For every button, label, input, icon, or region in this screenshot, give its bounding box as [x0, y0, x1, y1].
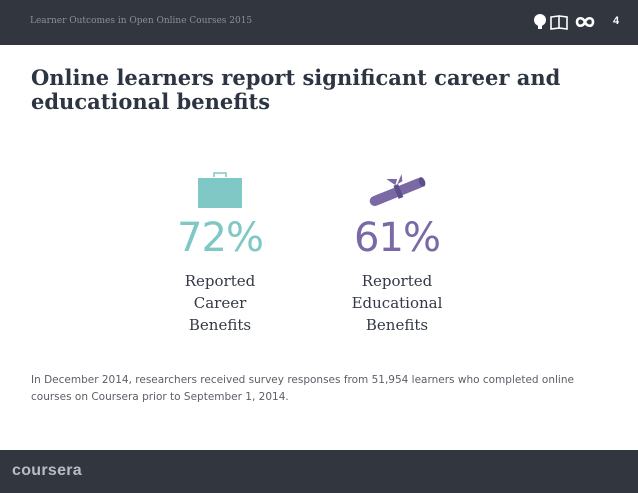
career-label-line-1: Reported — [184, 272, 256, 290]
educational-label-line-1: Reported — [361, 272, 433, 290]
educational-label-line-3: Benefits — [365, 316, 429, 334]
diploma-icon — [369, 173, 426, 206]
footer-bar — [0, 450, 638, 493]
educational-percentage: 61% — [354, 215, 441, 261]
career-label-line-2: Career — [193, 294, 247, 312]
header-icons — [534, 14, 595, 30]
career-label-line-3: Benefits — [188, 316, 252, 334]
report-title: Learner Outcomes in Open Online Courses … — [30, 16, 253, 26]
career-benefits-stat: 72% Reported Career Benefits — [150, 170, 290, 336]
page-number: 4 — [613, 15, 620, 27]
career-label: Reported Career Benefits — [150, 270, 290, 336]
educational-label: Reported Educational Benefits — [327, 270, 467, 336]
educational-label-line-2: Educational — [351, 294, 443, 312]
open-book-icon — [550, 15, 568, 30]
lightbulb-icon — [534, 14, 546, 29]
educational-benefits-stat: 61% Reported Educational Benefits — [327, 170, 467, 336]
slide-title: Online learners report significant caree… — [31, 65, 561, 114]
survey-footnote: In December 2014, researchers received s… — [31, 374, 574, 403]
career-percentage: 72% — [177, 215, 264, 261]
infinity-icon — [575, 16, 595, 28]
coursera-logo: coursera — [12, 462, 82, 479]
header-bar: Learner Outcomes in Open Online Courses … — [0, 0, 638, 45]
briefcase-icon — [198, 172, 242, 208]
